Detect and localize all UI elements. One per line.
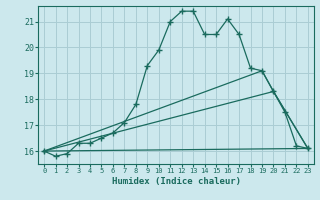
- X-axis label: Humidex (Indice chaleur): Humidex (Indice chaleur): [111, 177, 241, 186]
